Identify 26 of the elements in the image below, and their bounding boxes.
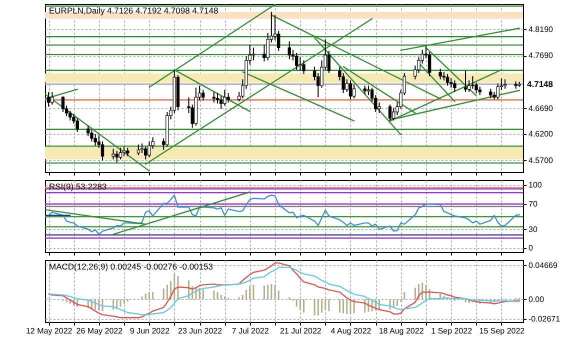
y-tick-label: 4.8190 [528, 24, 554, 34]
y-tick-label: 0.04669 [528, 260, 558, 270]
x-tick-label: 12 May 2022 [26, 326, 73, 336]
y-tick-label: -0.02671 [528, 314, 561, 324]
y-tick-label: 4.6200 [528, 130, 554, 139]
x-tick-label: 21 Jul 2022 [280, 326, 322, 336]
x-tick-label: 23 Jun 2022 [178, 326, 223, 336]
x-tick-label: 26 May 2022 [76, 326, 124, 336]
x-tick-label: 9 Jun 2022 [130, 326, 170, 336]
y-tick-label: 100 [528, 180, 542, 190]
y-tick-label: 30 [528, 224, 538, 234]
y-tick-label: 4.6690 [528, 104, 554, 113]
y-tick-label: 4.7690 [528, 51, 554, 60]
x-tick-label: 15 Sep 2022 [479, 326, 526, 336]
chart-title: MACD(12,26,9) 0.00245 -0.00276 -0.00153 [49, 262, 214, 272]
x-tick-label: 18 Aug 2022 [378, 326, 424, 336]
chart-title: RSI(9) 53.2283 [49, 182, 107, 192]
x-tick-label: 4 Aug 2022 [330, 326, 372, 336]
y-tick-label: 70 [528, 200, 538, 208]
x-tick-label: 1 Sep 2022 [431, 326, 473, 336]
x-tick-label: 7 Jul 2022 [232, 326, 270, 336]
y-tick-label: 4.5700 [528, 156, 554, 165]
y-tick-label: 0.00 [528, 294, 545, 304]
y-tick-label: 0 [528, 244, 534, 253]
ref-line-label: 4.7148 [527, 79, 554, 90]
chart-title: EURPLN,Daily 4.7126 4.7192 4.7098 4.7148 [49, 6, 218, 16]
